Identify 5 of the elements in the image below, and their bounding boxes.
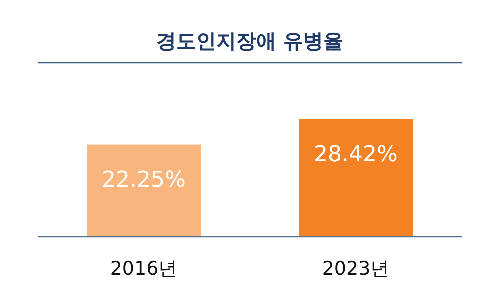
data-label: 22.25%: [102, 168, 186, 193]
chart-title: 경도인지장애 유병율: [156, 29, 344, 53]
data-label: 28.42%: [314, 142, 398, 168]
x-tick-label: 2023년: [322, 258, 390, 280]
x-tick-label: 2016년: [110, 258, 178, 280]
